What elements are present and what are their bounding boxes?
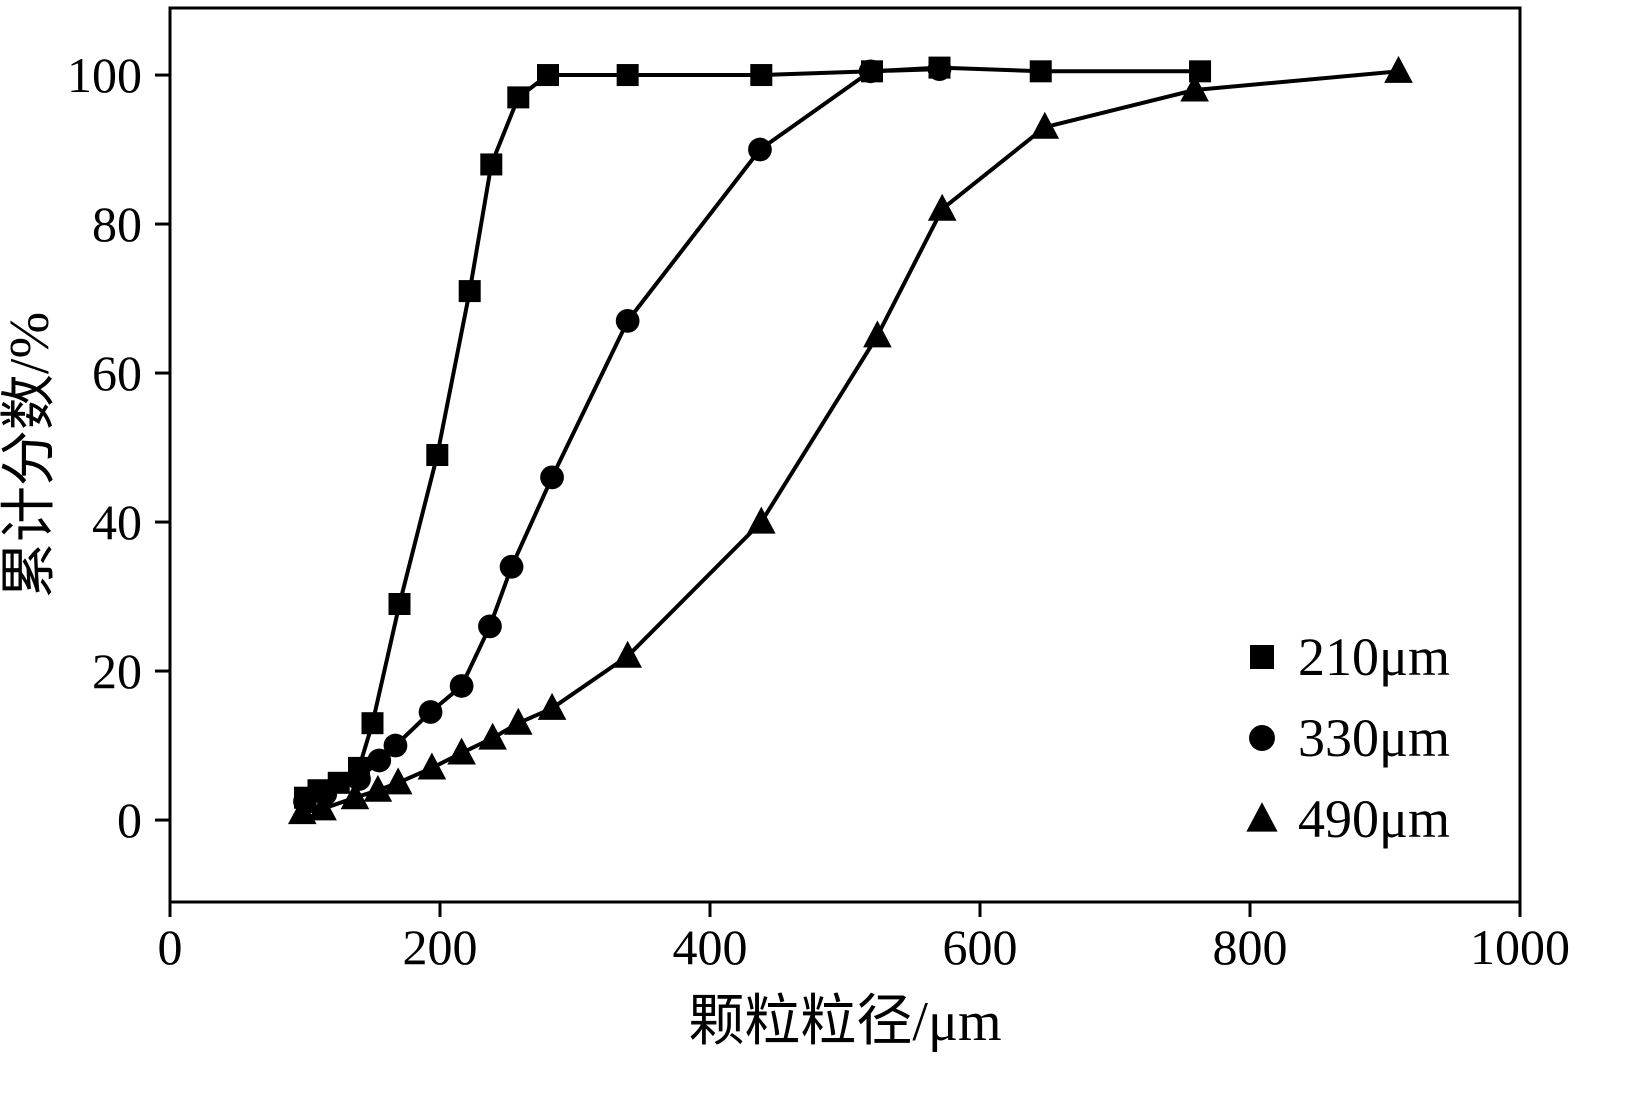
x-tick-label: 400	[673, 919, 748, 975]
series-marker-490μm	[340, 782, 370, 810]
series-marker-490μm	[927, 193, 957, 221]
x-tick-label: 800	[1213, 919, 1288, 975]
series-marker-490μm	[1180, 74, 1209, 102]
series-marker-490μm	[1030, 111, 1060, 139]
series-marker-330μm	[748, 137, 772, 162]
series-marker-490μm	[363, 774, 393, 802]
series-marker-490μm	[613, 640, 642, 668]
series-marker-210μm	[480, 153, 503, 176]
x-tick-label: 0	[158, 919, 183, 975]
series-marker-330μm	[418, 700, 443, 724]
y-tick-label: 20	[92, 643, 142, 699]
y-tick-label: 40	[92, 494, 142, 550]
series-marker-490μm	[478, 722, 507, 750]
series-marker-210μm	[361, 712, 384, 735]
y-tick-label: 80	[92, 196, 142, 252]
series-marker-210μm	[616, 64, 639, 87]
series-marker-210μm	[388, 593, 411, 615]
series-marker-490μm	[863, 320, 892, 348]
series-marker-490μm	[417, 752, 447, 780]
series-marker-330μm	[478, 614, 502, 639]
legend-square-icon	[1250, 645, 1274, 669]
series-line-330μm	[303, 67, 942, 804]
series-line-210μm	[303, 65, 1202, 800]
series-marker-210μm	[750, 64, 773, 87]
series-marker-490μm	[447, 737, 476, 765]
series-marker-210μm	[458, 280, 481, 303]
legend-triangle-icon	[1246, 802, 1278, 832]
x-tick-label: 1000	[1470, 919, 1570, 975]
series-marker-330μm	[347, 767, 371, 791]
x-tick-label: 600	[943, 919, 1018, 975]
series-marker-490μm	[383, 767, 413, 795]
y-tick-label: 0	[117, 792, 142, 848]
series-marker-490μm	[1384, 55, 1413, 83]
series-marker-330μm	[540, 465, 564, 490]
series-marker-330μm	[927, 57, 952, 81]
series-marker-330μm	[367, 748, 392, 773]
series-marker-330μm	[499, 554, 524, 579]
series-line-490μm	[300, 69, 1401, 815]
legend-label: 210μm	[1298, 627, 1450, 687]
legend-circle-icon	[1249, 725, 1275, 751]
series-marker-330μm	[615, 309, 640, 333]
series-marker-490μm	[537, 692, 567, 720]
x-tick-label: 200	[403, 919, 478, 975]
series-marker-210μm	[426, 444, 449, 466]
y-axis-label: 累计分数/%	[0, 312, 61, 598]
series-marker-210μm	[1029, 60, 1052, 83]
series-marker-330μm	[449, 674, 474, 698]
series-marker-490μm	[288, 797, 317, 825]
series-marker-330μm	[383, 733, 408, 758]
y-tick-label: 100	[67, 47, 142, 103]
legend-label: 490μm	[1298, 789, 1450, 849]
series-marker-330μm	[858, 59, 883, 84]
legend-label: 330μm	[1298, 708, 1450, 768]
x-axis-label: 颗粒粒径/μm	[688, 991, 1001, 1053]
y-tick-label: 60	[92, 345, 142, 401]
series-marker-490μm	[504, 707, 533, 735]
series-marker-490μm	[308, 793, 337, 821]
series-marker-210μm	[507, 86, 530, 109]
series-marker-210μm	[537, 64, 559, 87]
series-marker-490μm	[747, 506, 776, 534]
axes-frame	[168, 6, 1522, 904]
